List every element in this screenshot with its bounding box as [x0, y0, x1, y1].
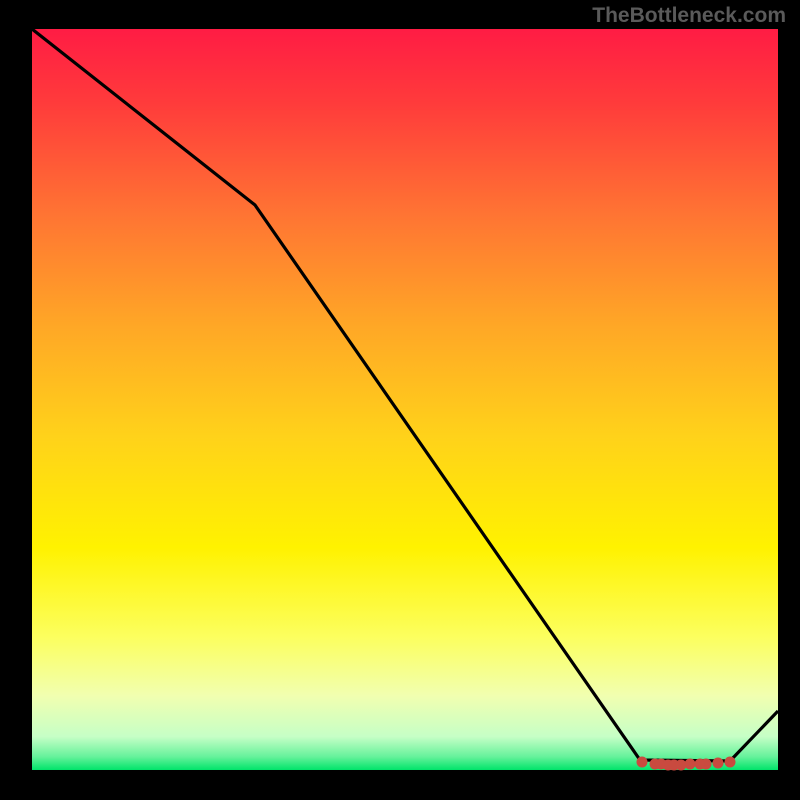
optimal-dot	[685, 759, 696, 770]
chart-svg	[0, 0, 800, 800]
optimal-dot	[725, 757, 736, 768]
plot-background	[32, 29, 778, 770]
optimal-dot	[637, 757, 648, 768]
optimal-dot	[701, 759, 712, 770]
watermark-text: TheBottleneck.com	[592, 4, 786, 28]
chart-container: TheBottleneck.com	[0, 0, 800, 800]
optimal-dot	[713, 758, 724, 769]
